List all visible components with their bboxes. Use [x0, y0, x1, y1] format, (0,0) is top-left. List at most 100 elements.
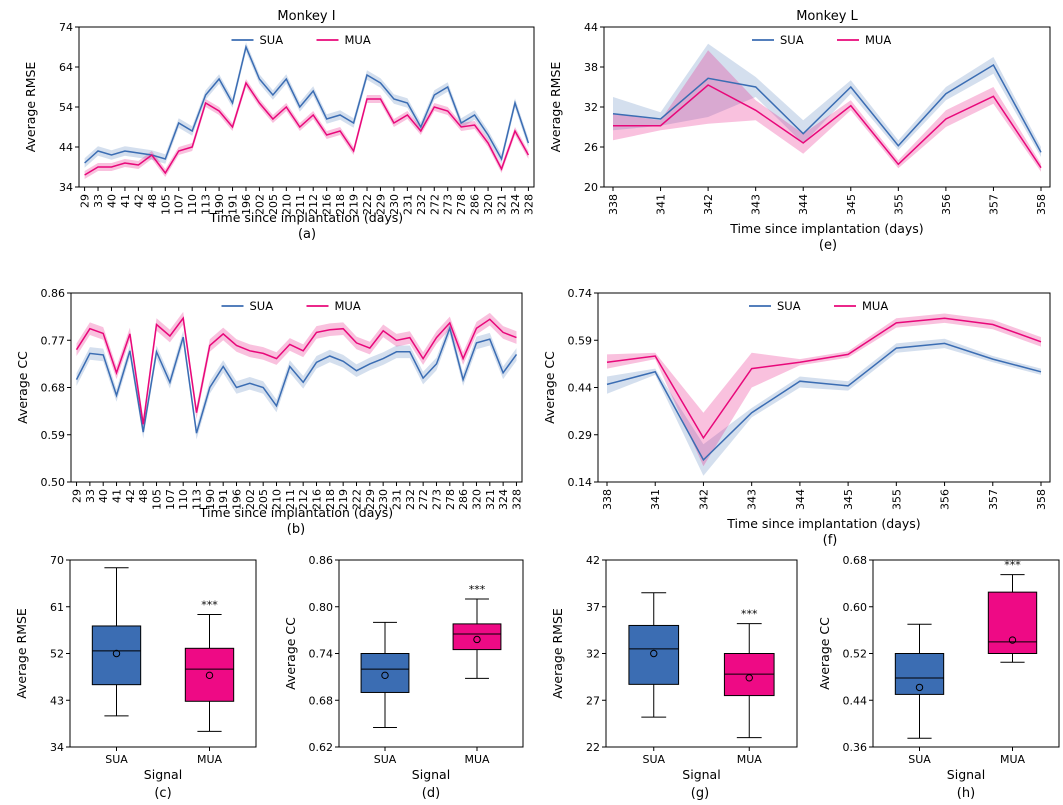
y-tick-label: 74 — [59, 21, 73, 34]
panel-caption: (g) — [691, 786, 709, 801]
x-tick-label: 211 — [284, 489, 297, 510]
x-tick-label: 29 — [71, 489, 84, 503]
x-tick-label: MUA — [737, 753, 763, 766]
x-tick-label: 356 — [940, 194, 953, 215]
x-tick-label: 342 — [702, 194, 715, 215]
y-tick-label: 32 — [584, 101, 598, 114]
x-tick-label: 358 — [1035, 489, 1048, 510]
y-tick-label: 34 — [59, 181, 73, 194]
mean-marker-sua — [112, 649, 121, 658]
x-tick-label: 40 — [105, 194, 118, 208]
series-line-sua — [612, 63, 1042, 153]
y-tick-label: 44 — [584, 21, 598, 34]
error-band-sua — [613, 43, 1041, 158]
x-tick-label: 107 — [164, 489, 177, 510]
x-tick-label: 218 — [334, 194, 347, 215]
x-tick-label: 345 — [845, 194, 858, 215]
mean-marker-sua — [381, 671, 389, 680]
x-tick-label: 357 — [987, 489, 1000, 510]
significance-marker: *** — [201, 599, 218, 612]
x-tick-label: 222 — [350, 489, 363, 510]
mean-marker-mua — [473, 635, 481, 644]
x-tick-label: 320 — [482, 194, 495, 215]
x-tick-label: 344 — [794, 489, 807, 510]
panel-title: Monkey I — [277, 9, 335, 24]
x-tick-label: 40 — [97, 489, 110, 503]
legend-label-sua: SUA — [780, 33, 804, 47]
y-tick-label: 42 — [586, 554, 600, 567]
x-tick-label: 216 — [310, 489, 323, 510]
x-tick-label: SUA — [374, 753, 397, 766]
x-tick-label: 105 — [159, 194, 172, 215]
x-tick-label: SUA — [105, 753, 128, 766]
series-line-sua — [75, 325, 518, 434]
y-tick-label: 0.86 — [41, 287, 66, 300]
y-tick-label: 0.14 — [568, 476, 593, 489]
box-sua — [360, 653, 410, 693]
x-tick-label: 338 — [607, 194, 620, 215]
x-tick-label: 190 — [204, 489, 217, 510]
mean-marker-sua — [915, 683, 924, 692]
x-tick-label: 355 — [892, 194, 905, 215]
x-tick-label: 222 — [361, 194, 374, 215]
mean-marker-mua — [1008, 636, 1017, 644]
x-axis-label: Time since implantation (days) — [209, 210, 403, 225]
y-tick-label: 20 — [584, 181, 598, 194]
panel-caption: (f) — [823, 533, 838, 548]
box-panel-d: *** 0.62 0.68 0.74 0.80 0.86 Average CC SUA MUA S… — [283, 554, 524, 801]
x-tick-label: 345 — [842, 489, 855, 510]
x-tick-label: 272 — [417, 489, 430, 510]
box-sua — [894, 653, 945, 695]
x-tick-label: 212 — [297, 489, 310, 510]
x-tick-label: 324 — [509, 194, 522, 215]
y-tick-label: 0.59 — [41, 429, 66, 442]
y-tick-label: 26 — [584, 141, 598, 154]
y-axis-label: Average RMSE — [14, 608, 29, 699]
x-tick-label: 190 — [213, 194, 226, 215]
x-tick-label: 342 — [697, 489, 710, 510]
x-tick-label: 341 — [655, 194, 668, 215]
box-sua — [91, 625, 142, 686]
x-tick-label: MUA — [1000, 753, 1026, 766]
y-tick-label: 37 — [586, 601, 600, 614]
x-tick-label: 230 — [377, 489, 390, 510]
line-panel-f: 0.14 0.29 0.44 0.59 0.74 Average CC 338 341 342 3… — [542, 287, 1051, 548]
y-tick-label: 52 — [50, 648, 64, 661]
x-tick-label: 216 — [321, 194, 334, 215]
box-panel-g: *** 22 27 32 37 42 Average RMSE SUA MUA Signal (g) — [550, 554, 798, 801]
y-tick-label: 0.68 — [843, 554, 868, 567]
x-tick-label: 42 — [132, 194, 145, 208]
x-tick-label: 41 — [111, 489, 124, 503]
y-tick-label: 0.62 — [309, 741, 334, 754]
y-tick-label: 0.44 — [843, 694, 868, 707]
y-tick-label: 44 — [59, 141, 73, 154]
x-tick-label: 110 — [186, 194, 199, 215]
x-tick-label: 338 — [601, 489, 614, 510]
y-tick-label: 70 — [50, 554, 64, 567]
y-tick-label: 0.68 — [41, 382, 66, 395]
y-tick-label: 0.74 — [309, 648, 334, 661]
line-panel-a: 34 44 54 64 74 Average RMSE 29 33 40 41 42 48 105 107… — [23, 9, 535, 242]
series-line-mua — [613, 84, 1042, 169]
panel-caption: (h) — [957, 786, 975, 801]
plot-frame — [78, 26, 535, 188]
x-tick-label: 219 — [337, 489, 350, 510]
x-tick-label: 33 — [84, 489, 97, 503]
y-tick-label: 27 — [586, 694, 600, 707]
panel-caption: (b) — [287, 522, 305, 537]
box-mua — [987, 591, 1038, 654]
x-tick-label: 211 — [294, 194, 307, 215]
x-tick-label: 272 — [428, 194, 441, 215]
y-tick-label: 0.44 — [568, 382, 593, 395]
x-tick-label: 41 — [119, 194, 132, 208]
significance-marker: *** — [1004, 559, 1021, 572]
x-tick-label: SUA — [908, 753, 931, 766]
x-tick-label: 229 — [374, 194, 387, 215]
y-axis-label: Average RMSE — [23, 62, 38, 153]
x-axis-label: Time since implantation (days) — [199, 505, 393, 520]
x-axis-label: Signal — [144, 767, 182, 782]
x-tick-label: 33 — [92, 194, 105, 208]
x-tick-label: 113 — [191, 489, 204, 510]
